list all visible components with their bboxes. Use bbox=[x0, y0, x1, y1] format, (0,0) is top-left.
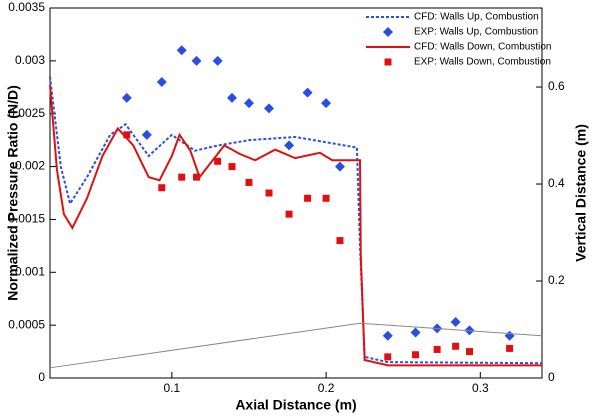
data-point bbox=[452, 342, 460, 350]
y2-tick-label: 0 bbox=[548, 370, 555, 384]
x-axis-title: Axial Distance (m) bbox=[235, 397, 356, 413]
y-tick-label: 0 bbox=[38, 370, 45, 384]
data-point bbox=[141, 129, 152, 140]
series-line bbox=[49, 322, 543, 369]
y-tick-label: 0.0035 bbox=[8, 0, 45, 14]
y2-tick-label: 0.4 bbox=[548, 176, 565, 190]
legend-marker bbox=[383, 27, 393, 37]
data-point bbox=[191, 55, 202, 66]
data-point bbox=[178, 173, 186, 181]
y2-tick-label: 0.6 bbox=[548, 79, 565, 93]
data-point bbox=[450, 316, 461, 327]
data-point bbox=[243, 98, 254, 109]
data-point bbox=[176, 45, 187, 56]
data-point bbox=[158, 184, 166, 192]
y-tick-label: 0.002 bbox=[15, 159, 45, 173]
data-point bbox=[412, 351, 420, 359]
data-point bbox=[226, 92, 237, 103]
y-axis-title: Normalized Pressure Ratio (N/D) bbox=[5, 85, 21, 301]
data-point bbox=[212, 55, 223, 66]
data-point bbox=[433, 345, 441, 353]
data-point bbox=[245, 178, 253, 186]
data-point bbox=[123, 131, 131, 139]
y2-tick-label: 0.2 bbox=[548, 273, 565, 287]
data-point bbox=[321, 98, 332, 109]
x-tick-label: 0.2 bbox=[318, 381, 335, 395]
data-point bbox=[336, 237, 344, 245]
data-point bbox=[285, 210, 293, 218]
data-point bbox=[284, 140, 295, 151]
data-point bbox=[193, 173, 201, 181]
data-point bbox=[121, 92, 132, 103]
y-tick-label: 0.0025 bbox=[8, 106, 45, 120]
data-point bbox=[264, 103, 275, 114]
y-tick-label: 0.003 bbox=[15, 53, 45, 67]
series-line bbox=[49, 85, 542, 367]
y2-axis-title: Vertical Distance (m) bbox=[573, 124, 589, 262]
data-point bbox=[156, 77, 167, 87]
data-point bbox=[334, 161, 345, 172]
legend-label: CFD: Walls Up, Combustion bbox=[414, 12, 539, 23]
data-point bbox=[322, 194, 330, 202]
data-point bbox=[504, 330, 515, 341]
y-tick-label: 0.0015 bbox=[8, 212, 45, 226]
data-point bbox=[214, 157, 222, 165]
data-point bbox=[384, 353, 392, 361]
x-tick-label: 0.3 bbox=[472, 381, 489, 395]
plot-frame bbox=[49, 7, 543, 379]
data-point bbox=[466, 348, 474, 356]
y-tick-label: 0.001 bbox=[15, 264, 45, 278]
series-line bbox=[49, 76, 543, 365]
data-point bbox=[228, 163, 236, 171]
y-tick-label: 0.0005 bbox=[8, 317, 45, 331]
legend-label: EXP: Walls Up, Combustion bbox=[414, 27, 538, 38]
legend-label: EXP: Walls Down, Combustion bbox=[414, 57, 551, 68]
data-point bbox=[382, 330, 393, 341]
legend-marker bbox=[384, 58, 392, 66]
data-point bbox=[302, 87, 313, 98]
data-point bbox=[410, 327, 421, 338]
data-point bbox=[506, 344, 514, 352]
data-point bbox=[265, 189, 273, 197]
data-point bbox=[304, 194, 312, 202]
x-tick-label: 0.1 bbox=[163, 381, 180, 395]
legend-label: CFD: Walls Down, Combustion bbox=[414, 42, 551, 53]
